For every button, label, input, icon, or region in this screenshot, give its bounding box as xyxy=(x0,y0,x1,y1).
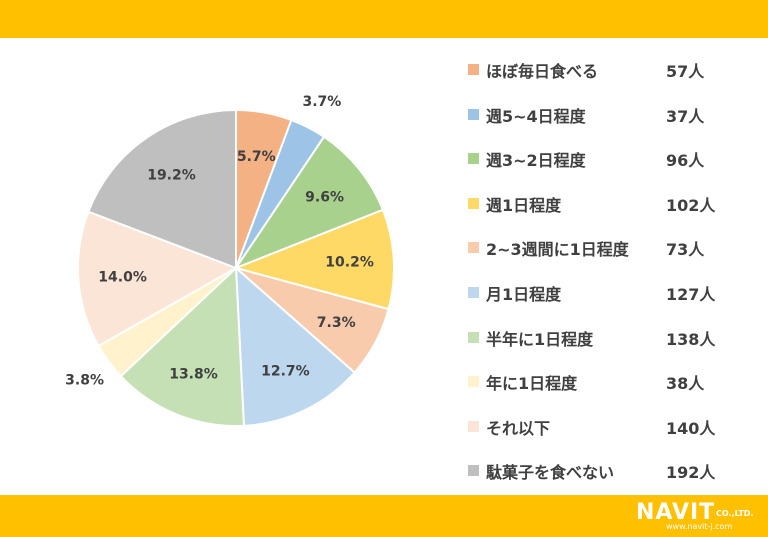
legend-count: 96人 xyxy=(666,151,705,171)
pie-chart: 5.7% 3.7% 9.6% 10.2% 7.3% 12.7% 13.8% 3.8% 14.0%… xyxy=(65,94,395,427)
pie-slice xyxy=(232,208,395,311)
legend-item: 週3~2日程度 96人 xyxy=(468,147,748,171)
legend-swatch xyxy=(468,331,479,343)
legend-swatch xyxy=(468,64,479,75)
legend-count: 38人 xyxy=(666,374,705,394)
legend-label: 週5~4日程度 xyxy=(486,106,586,126)
pie-slice xyxy=(119,265,245,427)
logo-url: www.navit-j.com xyxy=(666,522,733,531)
pie-percent-label: 5.7% xyxy=(237,149,276,165)
legend-count: 127人 xyxy=(666,285,716,304)
pie-percent-label: 14.0% xyxy=(98,270,147,286)
legend-swatch xyxy=(468,108,479,120)
legend-label: 半年に1日程度 xyxy=(486,329,594,349)
pie-percent-label: 13.8% xyxy=(169,367,218,383)
legend-item: 半年に1日程度 138人 xyxy=(468,326,748,350)
pie-percent-label: 7.3% xyxy=(317,315,356,331)
top-banner xyxy=(0,0,768,38)
pie-slice xyxy=(234,265,356,427)
pie-percent-label: 3.8% xyxy=(65,373,104,389)
legend-count: 57人 xyxy=(666,62,705,81)
legend-label: 2~3週間に1日程度 xyxy=(486,240,629,260)
legend-swatch xyxy=(468,465,479,477)
logo-suffix: CO.,LTD. xyxy=(716,509,754,518)
pie-percent-label: 10.2% xyxy=(325,255,374,271)
legend-swatch xyxy=(468,153,479,165)
logo-text: NAVIT xyxy=(636,500,716,525)
legend-label: 週1日程度 xyxy=(486,195,562,215)
legend-swatch xyxy=(468,376,479,388)
legend-item: ほぼ毎日食べる 57人 xyxy=(468,58,748,82)
legend-item: 駄菓子を食べない 192人 xyxy=(468,459,748,483)
legend-count: 102人 xyxy=(666,195,716,215)
legend-swatch xyxy=(468,420,479,432)
pie-percent-label: 9.6% xyxy=(305,190,344,206)
pie-percent-label: 12.7% xyxy=(261,364,310,380)
legend-label: 駄菓子を食べない xyxy=(486,463,615,483)
legend-item: 年に1日程度 38人 xyxy=(468,370,748,394)
legend-item: 2~3週間に1日程度 73人 xyxy=(468,236,748,260)
legend-label: ほぼ毎日食べる xyxy=(486,62,599,81)
legend-label: 年に1日程度 xyxy=(486,374,578,394)
pie-slice xyxy=(77,210,239,348)
pie-slice xyxy=(87,108,237,270)
pie-percent-label: 19.2% xyxy=(147,167,196,183)
legend-swatch xyxy=(468,287,479,298)
legend-item: 週1日程度 102人 xyxy=(468,192,748,216)
legend-item: それ以下 140人 xyxy=(468,415,748,439)
legend-swatch xyxy=(468,197,479,209)
legend-count: 138人 xyxy=(666,329,716,349)
legend-count: 140人 xyxy=(666,418,716,438)
legend-item: 月1日程度 127人 xyxy=(468,281,748,305)
legend-count: 37人 xyxy=(666,106,705,126)
legend-swatch xyxy=(468,242,479,254)
legend-label: 月1日程度 xyxy=(486,285,562,304)
legend-item: 週5~4日程度 37人 xyxy=(468,103,748,127)
company-logo: NAVIT CO.,LTD. www.navit-j.com xyxy=(636,500,762,532)
legend-count: 73人 xyxy=(666,240,705,260)
bottom-banner xyxy=(0,495,768,537)
pie-slice xyxy=(233,135,385,271)
legend-label: それ以下 xyxy=(486,418,551,438)
pie-percent-label: 3.7% xyxy=(302,94,341,110)
legend-label: 週3~2日程度 xyxy=(486,151,586,171)
legend-count: 192人 xyxy=(666,463,716,483)
